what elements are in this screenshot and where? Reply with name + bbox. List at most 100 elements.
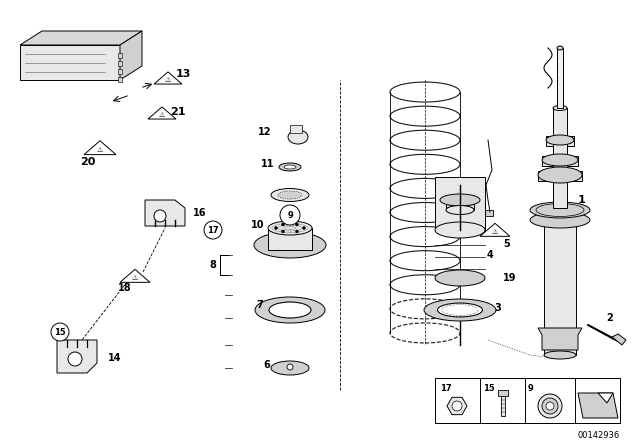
Polygon shape <box>612 334 626 345</box>
Circle shape <box>296 230 298 233</box>
Text: 2: 2 <box>607 313 613 323</box>
Ellipse shape <box>288 130 308 144</box>
Polygon shape <box>20 45 120 80</box>
Circle shape <box>154 210 166 222</box>
Ellipse shape <box>271 189 309 202</box>
Text: 16: 16 <box>193 208 207 218</box>
Bar <box>501 396 505 416</box>
Ellipse shape <box>435 270 485 286</box>
Ellipse shape <box>271 361 309 375</box>
Circle shape <box>51 323 69 341</box>
Bar <box>542 156 578 166</box>
Ellipse shape <box>278 191 302 199</box>
Ellipse shape <box>538 167 582 183</box>
Polygon shape <box>20 31 142 45</box>
Bar <box>557 48 563 108</box>
Polygon shape <box>538 328 582 350</box>
Text: 9: 9 <box>287 211 293 220</box>
Text: 19: 19 <box>503 273 516 283</box>
Polygon shape <box>598 393 613 403</box>
Polygon shape <box>120 269 150 282</box>
Text: 20: 20 <box>80 157 96 167</box>
Ellipse shape <box>284 165 296 169</box>
Text: 1: 1 <box>578 195 586 205</box>
Polygon shape <box>154 72 182 84</box>
Polygon shape <box>148 107 176 119</box>
Circle shape <box>275 227 278 229</box>
Ellipse shape <box>553 105 567 111</box>
Bar <box>268 228 312 250</box>
Polygon shape <box>120 31 142 80</box>
Ellipse shape <box>542 154 578 166</box>
Circle shape <box>204 221 222 239</box>
Bar <box>546 136 574 146</box>
Bar <box>435 378 620 423</box>
Bar <box>538 171 582 181</box>
Circle shape <box>282 223 285 226</box>
Ellipse shape <box>254 232 326 258</box>
Circle shape <box>296 223 298 226</box>
Ellipse shape <box>446 206 474 215</box>
Polygon shape <box>145 200 185 226</box>
Bar <box>553 108 567 208</box>
Bar <box>118 77 122 82</box>
Polygon shape <box>84 141 116 155</box>
Text: 7: 7 <box>257 300 264 310</box>
Circle shape <box>542 398 558 414</box>
Text: 00142936: 00142936 <box>578 431 620 440</box>
Ellipse shape <box>440 194 480 206</box>
Ellipse shape <box>544 351 576 359</box>
Text: 15: 15 <box>483 384 495 393</box>
Text: 21: 21 <box>170 107 186 117</box>
Text: ⚠: ⚠ <box>165 77 171 83</box>
Text: 11: 11 <box>261 159 275 169</box>
Text: ⚠: ⚠ <box>97 147 103 153</box>
Circle shape <box>280 205 300 225</box>
Text: 17: 17 <box>440 384 452 393</box>
Text: 4: 4 <box>486 250 493 260</box>
Circle shape <box>282 230 285 233</box>
Bar <box>118 61 122 66</box>
Ellipse shape <box>557 46 563 50</box>
Circle shape <box>538 394 562 418</box>
Text: 14: 14 <box>108 353 122 363</box>
Circle shape <box>452 401 462 411</box>
Ellipse shape <box>279 163 301 171</box>
Text: ⚠: ⚠ <box>492 229 498 235</box>
Ellipse shape <box>268 221 312 235</box>
Ellipse shape <box>269 302 311 318</box>
Text: 6: 6 <box>264 360 270 370</box>
Text: 8: 8 <box>209 260 216 270</box>
Ellipse shape <box>530 202 590 218</box>
Text: 15: 15 <box>54 327 66 336</box>
Bar <box>118 53 122 58</box>
Ellipse shape <box>424 299 496 321</box>
Text: 12: 12 <box>259 127 272 137</box>
Circle shape <box>68 352 82 366</box>
Ellipse shape <box>435 222 485 238</box>
Text: 10: 10 <box>252 220 265 230</box>
Text: 18: 18 <box>118 283 132 293</box>
Text: ⚠: ⚠ <box>132 275 138 281</box>
Polygon shape <box>480 224 510 237</box>
Circle shape <box>303 227 305 229</box>
Circle shape <box>287 364 293 370</box>
Ellipse shape <box>438 303 483 317</box>
Ellipse shape <box>530 212 590 228</box>
Circle shape <box>546 402 554 410</box>
Text: 13: 13 <box>175 69 191 79</box>
Text: 5: 5 <box>504 239 510 249</box>
Bar <box>290 125 302 133</box>
Bar <box>446 198 474 210</box>
Bar <box>544 210 576 355</box>
Bar <box>118 69 122 74</box>
Text: ⚠: ⚠ <box>159 112 165 118</box>
Polygon shape <box>57 340 97 373</box>
Bar <box>485 210 493 216</box>
Ellipse shape <box>255 297 325 323</box>
Bar <box>435 177 485 230</box>
Text: 9: 9 <box>528 384 534 393</box>
Bar <box>498 390 508 396</box>
Text: 3: 3 <box>495 303 501 313</box>
Ellipse shape <box>546 135 574 145</box>
